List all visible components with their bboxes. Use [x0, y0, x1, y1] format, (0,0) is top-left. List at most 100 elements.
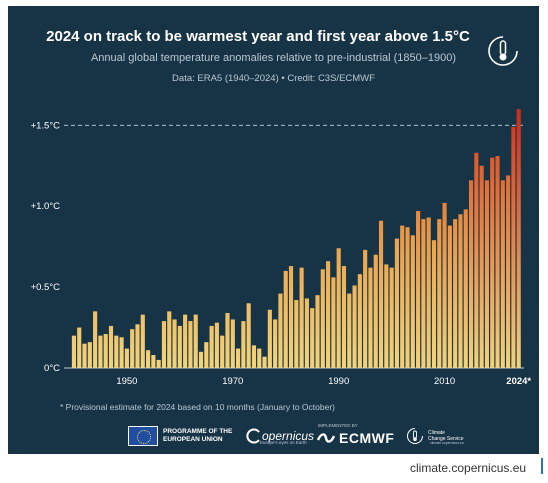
temperature-anomaly-chart: 0°C +0.5°C +1.0°C +1.5°C 1950 1970 1990 2010 202… — [31, 109, 531, 387]
bar-1998 — [378, 220, 384, 368]
bar-1977 — [267, 309, 272, 368]
bar-2010 — [442, 202, 447, 368]
bar-1981 — [288, 266, 294, 368]
bar-2007 — [426, 217, 431, 368]
bar-2014 — [463, 209, 468, 368]
bar-1964 — [198, 351, 204, 368]
bar-1989 — [331, 277, 336, 368]
bar-2003 — [405, 227, 410, 368]
bar-2020 — [495, 156, 500, 368]
bar-2018 — [484, 180, 490, 368]
bar-1980 — [283, 270, 288, 368]
bar-1984 — [304, 298, 309, 368]
bar-2012 — [453, 219, 458, 368]
bar-1982 — [294, 300, 299, 368]
bar-1952 — [135, 324, 140, 368]
bar-1987 — [320, 269, 325, 368]
thermometer-icon — [488, 36, 518, 66]
eu-logo: PROGRAMME OF THE EUROPEAN UNION — [128, 424, 232, 448]
bar-2019 — [490, 157, 495, 368]
bar-2009 — [437, 219, 442, 368]
chart-card: 0°C +0.5°C +1.0°C +1.5°C 1950 1970 1990 2010 202… — [8, 6, 539, 454]
bar-1971 — [236, 348, 241, 368]
chart-subtitle: Annual global temperature anomalies rela… — [90, 52, 457, 64]
bar-1946 — [103, 334, 108, 368]
x-tick-label: 1990 — [328, 376, 349, 387]
bar-2001 — [394, 238, 399, 368]
bar-2006 — [421, 219, 426, 368]
bar-1970 — [230, 319, 235, 368]
bar-1983 — [299, 267, 304, 368]
x-tick-label: 2024* — [506, 376, 531, 387]
bar-1950 — [124, 348, 129, 368]
bar-1996 — [368, 267, 373, 368]
bar-2016 — [474, 152, 479, 368]
bar-2015 — [468, 180, 474, 368]
bar-1951 — [130, 329, 135, 368]
footnote: * Provisional estimate for 2024 based on… — [60, 402, 335, 412]
bar-1991 — [341, 266, 347, 368]
eu-flag-icon — [128, 426, 158, 446]
bar-1954 — [146, 350, 151, 368]
bar-1990 — [336, 248, 341, 368]
eu-logo-text: PROGRAMME OF THE EUROPEAN UNION — [163, 428, 233, 443]
bar-1943 — [87, 342, 92, 368]
bar-1975 — [257, 348, 262, 368]
ecmwf-logo: IMPLEMENTED BY ECMWF — [316, 423, 394, 448]
y-tick-label: +0.5°C — [31, 282, 61, 293]
c3s-logo-text: Climate Change Service — [428, 430, 464, 442]
bar-1953 — [140, 314, 145, 368]
bar-1961 — [183, 314, 188, 368]
c3s-thermometer-icon — [407, 428, 423, 444]
ecmwf-swirl-icon — [316, 433, 336, 443]
bar-1949 — [119, 337, 124, 368]
bar-1985 — [310, 308, 315, 368]
x-tick-label: 1950 — [116, 376, 137, 387]
bar-2022 — [506, 175, 511, 368]
bar-1986 — [315, 295, 320, 368]
x-tick-label: 2010 — [434, 376, 455, 387]
bar-1976 — [262, 356, 267, 368]
bar-1965 — [204, 342, 209, 368]
bar-2004 — [410, 235, 415, 368]
bar-1969 — [225, 312, 230, 368]
bar-1968 — [220, 335, 225, 368]
copernicus-tagline: Europe's eyes on Earth — [260, 440, 307, 445]
bar-1955 — [151, 355, 156, 368]
c3s-logo: Climate Change Service climate.copernicu… — [406, 424, 464, 448]
bar-2005 — [416, 211, 421, 368]
bar-1979 — [278, 293, 283, 368]
bar-1997 — [373, 254, 378, 368]
bar-1957 — [161, 321, 167, 368]
logo-row: PROGRAMME OF THE EUROPEAN UNION opernicu… — [8, 423, 539, 448]
bar-1942 — [82, 343, 87, 368]
bar-1941 — [77, 327, 82, 368]
bar-1993 — [352, 285, 357, 368]
c3s-url: climate.copernicus.eu — [430, 441, 464, 445]
bar-1962 — [188, 321, 193, 368]
bar-1988 — [326, 261, 331, 368]
bar-1940 — [71, 335, 77, 368]
chart-title: 2024 on track to be warmest year and fir… — [46, 28, 470, 45]
bar-1994 — [357, 274, 362, 368]
image-credit: climate.copernicus.eu — [410, 461, 527, 475]
credit-accent-bar — [541, 458, 543, 474]
y-tick-label: 0°C — [44, 363, 60, 374]
bar-1992 — [347, 293, 352, 368]
bar-1973 — [246, 303, 251, 368]
bar-1945 — [98, 335, 103, 368]
copernicus-logo: opernicus Europe's eyes on Earth — [246, 424, 314, 448]
bar-1958 — [167, 311, 172, 368]
bar-1947 — [108, 325, 114, 368]
bar-1966 — [209, 325, 214, 368]
bar-1967 — [214, 322, 219, 368]
bar-2000 — [389, 267, 394, 368]
bar-1948 — [114, 335, 119, 368]
bar-2017 — [479, 165, 484, 368]
bar-2024 — [516, 109, 521, 368]
bar-1974 — [251, 345, 257, 368]
bar-1972 — [241, 321, 246, 368]
bar-2013 — [458, 214, 463, 368]
bar-1944 — [93, 311, 98, 368]
bar-1960 — [177, 325, 182, 368]
